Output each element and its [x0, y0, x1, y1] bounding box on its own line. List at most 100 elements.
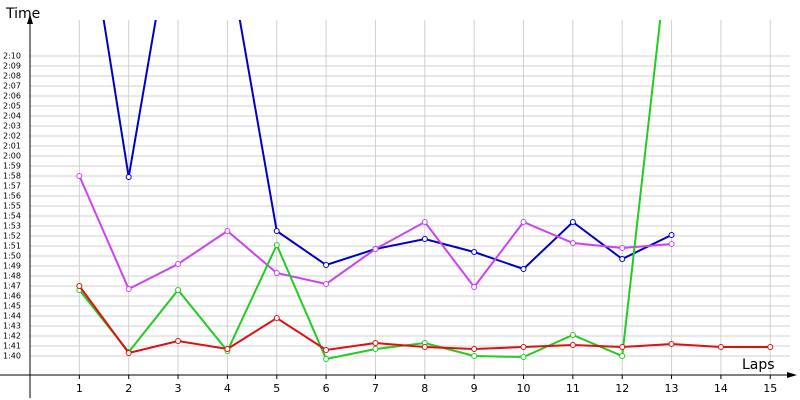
- y-tick-label: 2:08: [3, 72, 21, 81]
- grid: [30, 20, 790, 375]
- data-point: [717, 344, 724, 350]
- y-tick-label: 1:53: [3, 222, 21, 231]
- data-point: [471, 353, 478, 359]
- data-point: [520, 266, 527, 272]
- ticks: 1:401:411:421:431:441:451:461:471:481:49…: [3, 52, 777, 396]
- y-tick-label: 2:06: [3, 92, 21, 101]
- data-point: [569, 240, 576, 246]
- data-point: [619, 256, 626, 262]
- y-tick-label: 2:00: [3, 152, 21, 161]
- y-tick-label: 1:42: [3, 332, 21, 341]
- data-point: [76, 173, 83, 179]
- y-axis-arrow: [27, 14, 33, 24]
- data-point: [224, 228, 231, 234]
- x-tick-label: 10: [517, 382, 531, 395]
- y-tick-label: 1:55: [3, 202, 21, 211]
- data-point: [421, 344, 428, 350]
- y-tick-label: 2:05: [3, 102, 21, 111]
- data-point: [569, 342, 576, 348]
- data-point: [421, 219, 428, 225]
- x-tick-label: 13: [665, 382, 679, 395]
- y-tick-label: 1:47: [3, 282, 21, 291]
- data-point: [224, 346, 231, 352]
- x-tick-label: 2: [125, 382, 132, 395]
- y-tick-label: 1:49: [3, 262, 21, 271]
- data-point: [175, 261, 182, 267]
- y-tick-label: 1:40: [3, 352, 21, 361]
- y-tick-label: 1:51: [3, 242, 21, 251]
- y-tick-label: 1:48: [3, 272, 21, 281]
- x-tick-label: 11: [566, 382, 580, 395]
- y-tick-label: 1:56: [3, 192, 21, 201]
- y-tick-label: 1:54: [3, 212, 21, 221]
- y-tick-label: 2:03: [3, 122, 21, 131]
- data-point: [372, 246, 379, 252]
- data-point: [125, 286, 132, 292]
- data-point: [619, 353, 626, 359]
- y-tick-label: 2:10: [3, 52, 21, 61]
- data-point: [323, 356, 330, 362]
- data-point: [323, 262, 330, 268]
- data-point: [323, 281, 330, 287]
- y-tick-label: 2:09: [3, 62, 21, 71]
- data-point: [273, 315, 280, 321]
- y-tick-label: 1:45: [3, 302, 21, 311]
- data-point: [520, 219, 527, 225]
- y-tick-label: 1:52: [3, 232, 21, 241]
- y-tick-label: 2:02: [3, 132, 21, 141]
- data-point: [668, 341, 675, 347]
- data-point: [175, 338, 182, 344]
- plot-area: [76, 20, 774, 362]
- data-point: [471, 346, 478, 352]
- y-tick-label: 1:58: [3, 172, 21, 181]
- x-axis-label: Laps: [742, 357, 775, 373]
- data-point: [471, 284, 478, 290]
- y-tick-label: 1:41: [3, 342, 21, 351]
- x-tick-label: 5: [273, 382, 280, 395]
- data-point: [323, 347, 330, 353]
- data-point: [569, 219, 576, 225]
- y-tick-label: 1:43: [3, 322, 21, 331]
- data-point: [125, 174, 132, 180]
- y-tick-label: 1:44: [3, 312, 21, 321]
- data-point: [273, 228, 280, 234]
- x-tick-label: 14: [714, 382, 728, 395]
- x-tick-label: 9: [471, 382, 478, 395]
- data-point: [619, 344, 626, 350]
- data-point: [76, 283, 83, 289]
- data-point: [569, 332, 576, 338]
- data-point: [273, 270, 280, 276]
- x-tick-label: 3: [175, 382, 182, 395]
- data-point: [668, 232, 675, 238]
- x-tick-label: 8: [421, 382, 428, 395]
- data-point: [175, 287, 182, 293]
- y-tick-label: 1:57: [3, 182, 21, 191]
- y-tick-label: 1:46: [3, 292, 21, 301]
- axes: Time Laps: [0, 6, 797, 398]
- data-point: [668, 241, 675, 247]
- x-tick-label: 4: [224, 382, 231, 395]
- data-point: [767, 344, 774, 350]
- data-point: [421, 236, 428, 242]
- data-point: [372, 346, 379, 352]
- y-tick-label: 2:01: [3, 142, 21, 151]
- x-tick-label: 6: [323, 382, 330, 395]
- x-axis-arrow: [787, 372, 797, 378]
- data-point: [619, 245, 626, 251]
- y-tick-label: 2:04: [3, 112, 21, 121]
- x-tick-label: 7: [372, 382, 379, 395]
- data-point: [520, 354, 527, 360]
- x-tick-label: 1: [76, 382, 83, 395]
- data-point: [125, 350, 132, 356]
- data-point: [471, 249, 478, 255]
- y-axis-label: Time: [5, 6, 40, 22]
- y-tick-label: 1:50: [3, 252, 21, 261]
- data-point: [372, 340, 379, 346]
- x-tick-label: 15: [763, 382, 777, 395]
- x-tick-label: 12: [615, 382, 629, 395]
- y-tick-label: 1:59: [3, 162, 21, 171]
- y-tick-label: 2:07: [3, 82, 21, 91]
- data-point: [273, 242, 280, 248]
- data-point: [520, 344, 527, 350]
